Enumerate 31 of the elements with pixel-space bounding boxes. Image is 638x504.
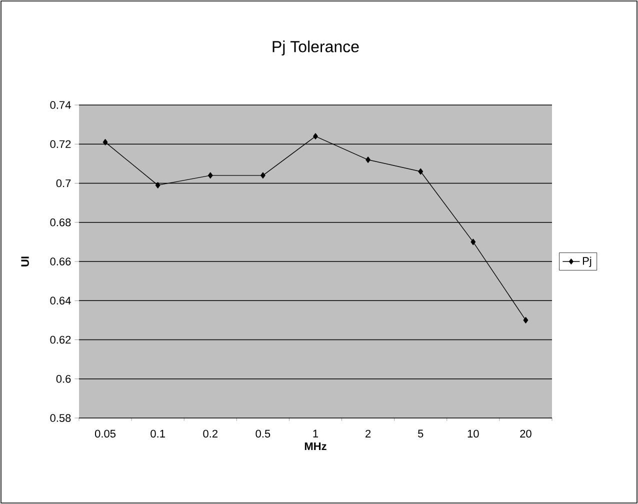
point <box>313 133 318 140</box>
y-tick-label: 0.62 <box>50 336 71 344</box>
y-tick-label: 0.66 <box>50 258 71 266</box>
x-tick-label: 2 <box>366 430 371 438</box>
x-tick-label: 20 <box>520 430 532 438</box>
point <box>102 139 108 146</box>
point <box>155 182 160 188</box>
y-tick-label: 0.7 <box>56 179 71 188</box>
y-axis-title: UI <box>21 256 29 266</box>
y-tick-label: 0.68 <box>50 218 71 226</box>
x-tick-label: 1 <box>313 430 318 438</box>
x-tick-label: 5 <box>418 430 424 438</box>
y-tick-label: 0.64 <box>50 296 71 305</box>
y-tick-label: 0.74 <box>50 101 71 109</box>
chart-title: Pj Tolerance <box>272 40 359 56</box>
point <box>366 156 370 163</box>
x-tick-label: 10 <box>468 430 479 438</box>
point <box>208 172 213 179</box>
x-tick-label: 0.05 <box>94 430 116 438</box>
x-tick-label: 0.5 <box>256 430 270 438</box>
x-tick-label: 0.1 <box>150 430 165 438</box>
x-tick-label: 0.2 <box>203 430 218 438</box>
y-tick-label: 0.58 <box>50 414 71 422</box>
point <box>418 168 424 175</box>
point <box>260 172 266 179</box>
y-tick-label: 0.6 <box>56 374 71 383</box>
point <box>523 317 528 324</box>
legend-label: Pj <box>582 256 592 268</box>
y-tick-label: 0.72 <box>50 140 71 148</box>
point <box>470 238 476 246</box>
x-axis-title: MHz <box>304 442 326 450</box>
